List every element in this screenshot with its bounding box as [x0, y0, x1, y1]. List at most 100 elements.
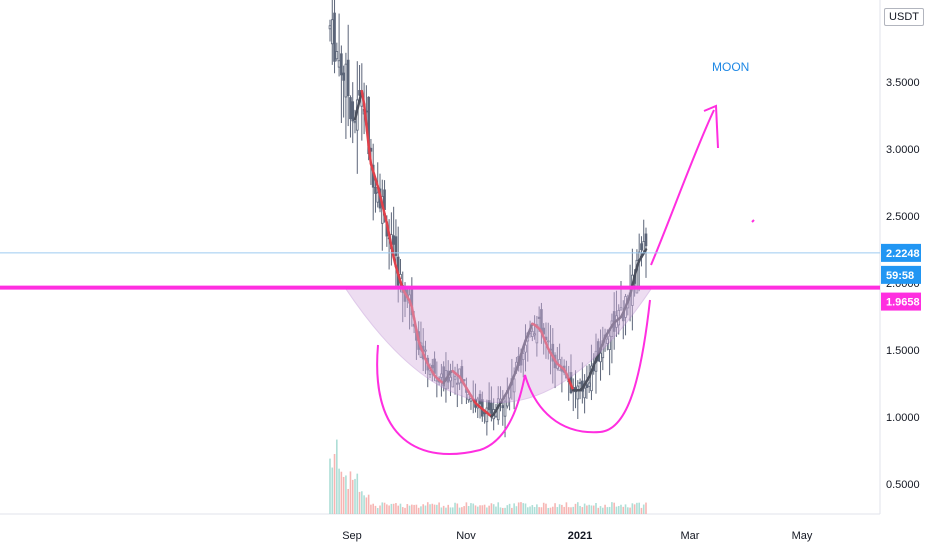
volume-bar [511, 507, 513, 514]
volume-bar [629, 507, 631, 514]
volume-bar [588, 504, 590, 514]
volume-bar [624, 504, 627, 514]
candle-body [535, 324, 539, 344]
volume-bar [606, 507, 609, 514]
volume-bar [533, 507, 536, 514]
volume-bar [617, 506, 620, 514]
moving-average-segment [633, 265, 639, 278]
moving-average-segment [392, 255, 398, 268]
candle-body [353, 121, 357, 124]
x-tick-label: 2021 [568, 530, 592, 542]
currency-label[interactable]: USDT [884, 8, 924, 26]
volume-bar [508, 503, 511, 514]
candle-body [453, 376, 457, 380]
candle-body [546, 340, 550, 343]
volume-bar [361, 491, 363, 514]
volume-bar [504, 507, 506, 514]
x-tick-label: May [792, 530, 813, 542]
candle-body [335, 51, 339, 60]
volume-bar [579, 505, 581, 514]
volume-bar [408, 505, 411, 514]
moon-annotation: MOON [712, 60, 749, 74]
candle-body [394, 236, 398, 256]
volume-bar [415, 504, 418, 514]
y-tick-label: 0.5000 [886, 479, 920, 491]
candle-body [456, 382, 459, 385]
candle-body [449, 376, 452, 382]
candle-body [501, 405, 505, 409]
candle-body [346, 59, 350, 97]
moving-average-segment [356, 99, 361, 112]
candle-body [533, 333, 536, 336]
x-tick-label: Sep [342, 530, 362, 542]
volume-bar [347, 488, 349, 514]
candle-body [576, 385, 580, 400]
candle-body [330, 19, 334, 45]
volume-bar [599, 506, 602, 514]
volume-bar [602, 507, 604, 514]
candle-body [503, 400, 507, 417]
candle-body [351, 101, 355, 122]
pattern-stroke [376, 299, 651, 455]
volume-bar [404, 507, 406, 514]
volume-bar [406, 504, 409, 514]
moving-average-segment [383, 212, 389, 225]
candle-body [440, 373, 443, 378]
candle-body [342, 72, 345, 81]
x-tick-label: Nov [456, 530, 476, 542]
volume-bar [342, 476, 345, 514]
candle-body [469, 398, 473, 402]
volume-bar [429, 504, 431, 514]
volume-bar [411, 504, 413, 514]
volume-bar [447, 504, 450, 514]
candle-body [606, 338, 609, 344]
moving-average-segment [515, 361, 520, 372]
moving-average-segment [415, 328, 420, 343]
volume-bar [463, 506, 465, 514]
candle-body [349, 97, 352, 120]
volume-bar [574, 503, 577, 514]
candle-body [337, 60, 341, 68]
volume-bar [397, 505, 400, 514]
volume-bar [374, 505, 377, 514]
volume-bar [351, 479, 354, 514]
moving-average-segment [365, 123, 370, 147]
moving-average-segment [369, 162, 375, 173]
candle-body [537, 316, 541, 319]
volume-bar [615, 506, 618, 514]
moving-average-segment [353, 108, 359, 121]
volume-bar [440, 507, 443, 514]
volume-bar [467, 506, 470, 514]
volume-bar [501, 507, 504, 514]
volume-bar [538, 507, 540, 514]
volume-bar [449, 507, 452, 514]
candle-body [619, 307, 623, 311]
countdown-tag-box [881, 265, 921, 284]
volume-bar [381, 502, 384, 514]
volume-bar [333, 453, 336, 514]
volume-bar [622, 506, 625, 514]
volume-bar [451, 507, 454, 514]
moving-average-segment [390, 244, 395, 259]
volume-bar [515, 506, 518, 514]
volume-bar [542, 502, 545, 514]
candle-body [462, 379, 466, 381]
candle-body [431, 364, 434, 369]
volume-bar [383, 502, 386, 514]
volume-bar [379, 505, 381, 514]
volume-bar [442, 505, 445, 514]
volume-bar [565, 502, 568, 514]
y-tick-label: 1.0000 [886, 412, 920, 424]
candle-body [328, 25, 332, 30]
support-price-tag-box [881, 292, 921, 311]
y-tick-label: 3.0000 [886, 144, 920, 156]
volume-bar [363, 495, 365, 514]
candle-body [599, 352, 602, 363]
volume-bar [345, 475, 347, 514]
countdown-tag-text: 59:58 [886, 270, 914, 282]
volume-bar [556, 507, 559, 514]
support-price-tag-text: 1.9658 [886, 297, 920, 309]
candle-body [583, 387, 586, 399]
volume-bar [488, 505, 490, 514]
